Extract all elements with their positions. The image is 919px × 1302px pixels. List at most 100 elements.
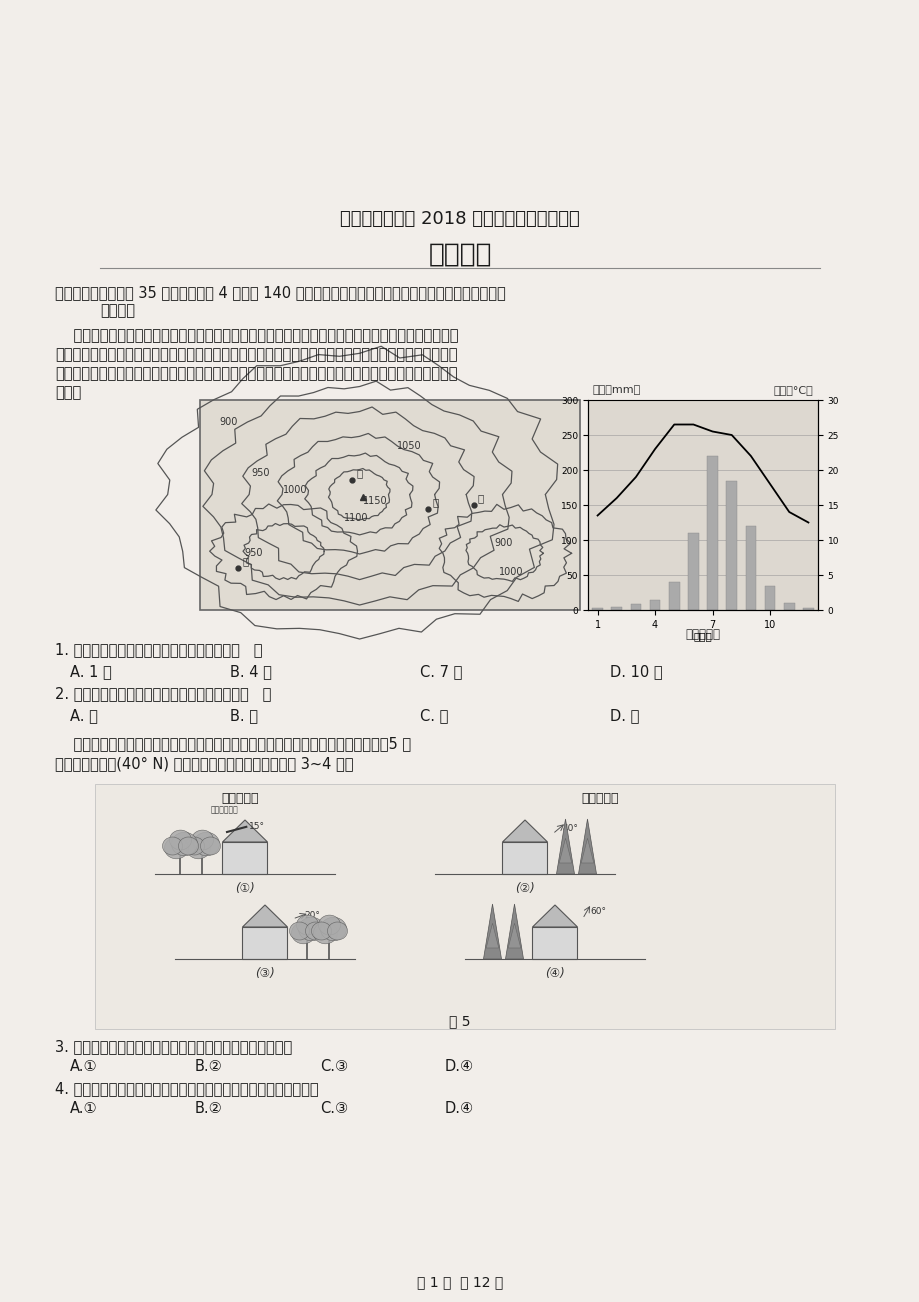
Text: 1100: 1100 [343, 513, 368, 522]
Ellipse shape [298, 918, 324, 941]
Text: 60°: 60° [589, 906, 606, 915]
Text: 丙: 丙 [243, 556, 249, 566]
Polygon shape [243, 905, 287, 927]
Ellipse shape [313, 922, 337, 944]
Polygon shape [532, 905, 577, 927]
Bar [668, 582, 679, 611]
Text: 900: 900 [219, 417, 237, 427]
Text: 950: 950 [251, 469, 270, 479]
Ellipse shape [193, 832, 220, 855]
Text: (④): (④) [545, 967, 564, 980]
Text: 佳。因其吃法多样、口感独特深受攀枝花市民的喜爱。攀枝花市某中学地理学习兴趣小组在研学旅行中，: 佳。因其吃法多样、口感独特深受攀枝花市民的喜爱。攀枝花市某中学地理学习兴趣小组在… [55, 348, 457, 362]
Ellipse shape [305, 922, 325, 940]
Bar [764, 586, 775, 611]
Bar [726, 480, 736, 611]
Text: D. 丁: D. 丁 [609, 708, 639, 723]
Text: A. 甲: A. 甲 [70, 708, 97, 723]
Text: 40°: 40° [562, 824, 578, 833]
Ellipse shape [291, 922, 315, 944]
Text: 1. 正常年份，该村最适合晾晒米线的月份是（   ）: 1. 正常年份，该村最适合晾晒米线的月份是（ ） [55, 642, 262, 658]
Polygon shape [502, 820, 547, 842]
Text: A.①: A.① [70, 1059, 97, 1074]
Bar [783, 603, 794, 611]
Polygon shape [222, 820, 267, 842]
Text: 要求的。: 要求的。 [100, 303, 135, 318]
Text: 第 1 页  共 12 页: 第 1 页 共 12 页 [416, 1275, 503, 1289]
Text: 4. 为保证冬季太阳能最佳利用效果，图中热水器安装角度合理的是: 4. 为保证冬季太阳能最佳利用效果，图中热水器安装角度合理的是 [55, 1081, 318, 1096]
Text: 1050: 1050 [396, 441, 421, 452]
Text: 15°: 15° [249, 823, 265, 831]
Text: (②): (②) [515, 881, 534, 894]
Text: 甲: 甲 [357, 467, 363, 478]
Text: D.④: D.④ [445, 1101, 473, 1116]
Text: 950: 950 [244, 548, 262, 559]
Polygon shape [483, 904, 501, 960]
Text: 一、选择题：本题共 35 小题，每小题 4 分，共 140 分。在每小题给出的四个选项中，只有一项是符合题目: 一、选择题：本题共 35 小题，每小题 4 分，共 140 分。在每小题给出的四… [55, 285, 505, 299]
Text: (①): (①) [235, 881, 255, 894]
Text: A. 1 月: A. 1 月 [70, 664, 111, 680]
Text: 3. 仅考虑阳光与风两种因素，树种与房屋组合最好的设计是: 3. 仅考虑阳光与风两种因素，树种与房屋组合最好的设计是 [55, 1039, 292, 1055]
Text: 1150: 1150 [362, 496, 387, 505]
Text: 米线是由优质大米经过发酵、磨浆、蒸煮、压条、晾晒等工序制作而成，新鲜大米制作的米线口感最: 米线是由优质大米经过发酵、磨浆、蒸煮、压条、晾晒等工序制作而成，新鲜大米制作的米… [55, 328, 458, 342]
Bar [630, 604, 641, 611]
Ellipse shape [163, 837, 182, 855]
Bar [199, 400, 579, 611]
Text: A.①: A.① [70, 1101, 97, 1116]
Ellipse shape [187, 837, 210, 859]
X-axis label: （月）: （月） [693, 631, 711, 641]
Polygon shape [581, 838, 593, 863]
Polygon shape [485, 923, 498, 948]
Text: B.②: B.② [195, 1059, 222, 1074]
Ellipse shape [171, 832, 198, 855]
Text: 发现盐边县某村生产的米线畅销市内外。下图为该村局部等高线分布及攀枝花气候示意图，据此完成下面: 发现盐边县某村生产的米线畅销市内外。下图为该村局部等高线分布及攀枝花气候示意图，… [55, 366, 457, 381]
Text: 常绿针叶树: 常绿针叶树 [581, 792, 618, 805]
Polygon shape [559, 838, 572, 863]
Polygon shape [556, 819, 573, 874]
Bar [502, 842, 547, 874]
Text: D.④: D.④ [445, 1059, 473, 1074]
Bar [95, 784, 834, 1029]
Text: C.③: C.③ [320, 1059, 347, 1074]
Ellipse shape [327, 922, 347, 940]
Text: C.③: C.③ [320, 1101, 347, 1116]
Text: 仁寿一中南校区 2018 级高三第一次调研考试: 仁寿一中南校区 2018 级高三第一次调研考试 [340, 210, 579, 228]
Bar [744, 526, 755, 611]
Text: 1000: 1000 [282, 486, 307, 495]
Bar [222, 842, 267, 874]
Text: C. 7 月: C. 7 月 [420, 664, 462, 680]
Text: (③): (③) [255, 967, 275, 980]
Text: 丁: 丁 [477, 493, 483, 503]
Ellipse shape [200, 837, 221, 855]
Text: 2. 晴朗的下午，下列最适合晾晒米线的地点是（   ）: 2. 晴朗的下午，下列最适合晾晒米线的地点是（ ） [55, 686, 271, 700]
Polygon shape [505, 904, 523, 960]
Ellipse shape [165, 837, 188, 859]
Ellipse shape [320, 918, 346, 941]
Text: 900: 900 [494, 538, 513, 548]
Ellipse shape [191, 831, 213, 850]
Text: 华北某低碳社区(40° N) 住宅景观设计示意图。读图回答 3~4 题。: 华北某低碳社区(40° N) 住宅景观设计示意图。读图回答 3~4 题。 [55, 756, 353, 771]
Ellipse shape [169, 831, 191, 850]
Text: 攀枝花气候: 攀枝花气候 [685, 628, 720, 641]
Text: D. 10 月: D. 10 月 [609, 664, 662, 680]
Text: 20°: 20° [303, 911, 320, 921]
Ellipse shape [312, 922, 331, 940]
Bar [243, 927, 287, 960]
Text: 文科综合: 文科综合 [427, 242, 492, 268]
Ellipse shape [185, 837, 204, 855]
Ellipse shape [289, 922, 309, 940]
Ellipse shape [318, 915, 340, 935]
Text: 气温（°C）: 气温（°C） [772, 385, 812, 395]
Text: 乙: 乙 [433, 497, 438, 508]
Text: 住宅的环境设计特别关注树种的选择与布局，不同树种对光照与风有不同影响。图5 为: 住宅的环境设计特别关注树种的选择与布局，不同树种对光照与风有不同影响。图5 为 [55, 736, 411, 751]
Bar [707, 456, 717, 611]
Text: B. 4 月: B. 4 月 [230, 664, 272, 680]
Ellipse shape [296, 915, 318, 935]
Text: 图 5: 图 5 [448, 1014, 471, 1029]
Bar [611, 607, 621, 611]
Bar [592, 608, 602, 611]
Text: B. 乙: B. 乙 [230, 708, 257, 723]
Bar [802, 608, 812, 611]
Text: 小题。: 小题。 [55, 385, 81, 400]
Polygon shape [578, 819, 596, 874]
Text: 落叶阔叶树: 落叶阔叶树 [221, 792, 258, 805]
